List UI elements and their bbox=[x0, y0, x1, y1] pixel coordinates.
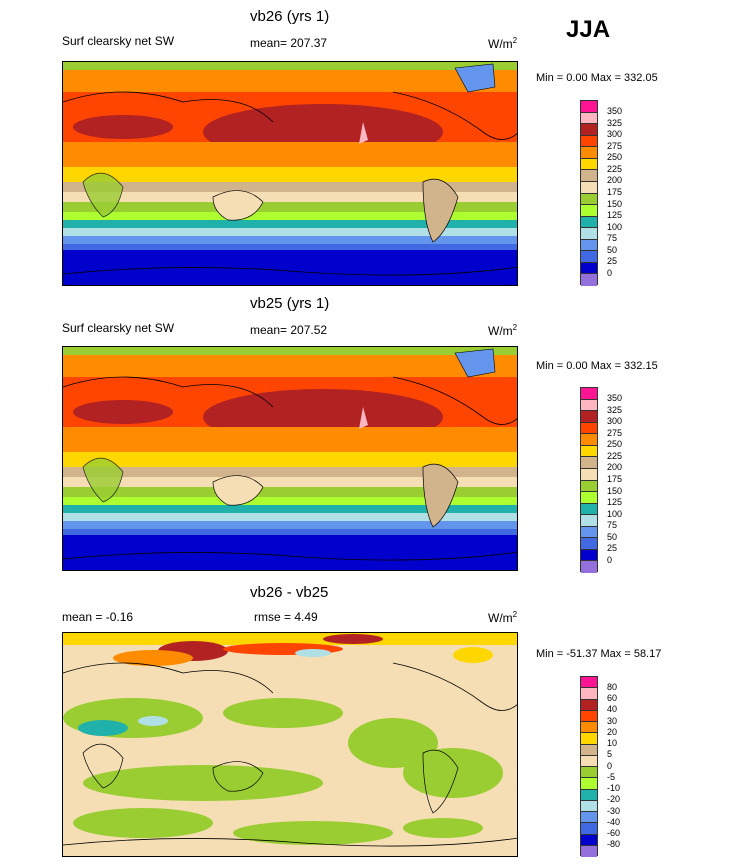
panel1-units: W/m2 bbox=[488, 36, 518, 51]
legend2-label: 175 bbox=[607, 474, 623, 484]
legend2-label: 200 bbox=[607, 462, 623, 473]
legend3-label: 0 bbox=[607, 760, 613, 771]
panel2-mean: mean= 207.52 bbox=[250, 323, 328, 337]
panel1-title: vb26 (yrs 1) bbox=[250, 8, 330, 25]
legend1-label: 75 bbox=[607, 233, 618, 244]
legend1-label: 175 bbox=[607, 187, 623, 197]
legend1-label: 0 bbox=[607, 267, 613, 278]
panel1-field-label: Surf clearsky net SW bbox=[62, 34, 175, 48]
legend3-colorbar bbox=[580, 676, 598, 857]
legend3-label: -30 bbox=[607, 805, 621, 816]
panel3-rmse: rmse = 4.49 bbox=[254, 610, 318, 624]
panel3-units: W/m2 bbox=[488, 610, 518, 625]
legend3-label: -20 bbox=[607, 794, 621, 805]
panel2-minmax: Min = 0.00 Max = 332.15 bbox=[536, 360, 658, 372]
legend1-label: 350 bbox=[607, 106, 623, 117]
panel2-units: W/m2 bbox=[488, 323, 518, 338]
legend1-label: 50 bbox=[607, 244, 618, 255]
legend1-label: 150 bbox=[607, 198, 623, 209]
panel1-map bbox=[62, 61, 518, 286]
panel3-mean: mean = -0.16 bbox=[62, 610, 134, 624]
panel2-field-label: Surf clearsky net SW bbox=[62, 321, 175, 335]
legend1-label: 300 bbox=[607, 129, 623, 140]
legend3-label: 60 bbox=[607, 693, 618, 703]
legend2-label: 325 bbox=[607, 404, 623, 415]
legend3-label: 80 bbox=[607, 681, 618, 692]
panel3-minmax: Min = -51.37 Max = 58.17 bbox=[536, 648, 662, 660]
legend3-label: 30 bbox=[607, 715, 618, 726]
legend1-label: 125 bbox=[607, 210, 623, 221]
panel1-mean: mean= 207.37 bbox=[250, 36, 328, 50]
legend2-label: 350 bbox=[607, 393, 623, 404]
legend2-label: 50 bbox=[607, 531, 618, 542]
legend3-label: -40 bbox=[607, 816, 621, 827]
legend3-label: -10 bbox=[607, 783, 621, 793]
panel1-minmax: Min = 0.00 Max = 332.05 bbox=[536, 72, 658, 84]
legend1-label: 25 bbox=[607, 256, 618, 267]
legend1-label: 325 bbox=[607, 117, 623, 128]
legend3-label: 10 bbox=[607, 738, 618, 748]
legend2-label: 100 bbox=[607, 508, 623, 519]
legend2-label: 75 bbox=[607, 520, 618, 531]
legend2-label: 275 bbox=[607, 427, 623, 438]
legend2-colorbar bbox=[580, 387, 598, 573]
legend2-label: 0 bbox=[607, 554, 613, 565]
legend2-label: 300 bbox=[607, 416, 623, 427]
legend3-label: 5 bbox=[607, 749, 613, 760]
season-label: JJA bbox=[566, 16, 611, 43]
legend1-label: 225 bbox=[607, 163, 623, 174]
legend1-label: 200 bbox=[607, 175, 623, 186]
legend3-label: -60 bbox=[607, 828, 621, 838]
legend3-label: -5 bbox=[607, 771, 616, 782]
panel3-map bbox=[62, 632, 518, 857]
legend3-label: -80 bbox=[607, 839, 621, 850]
panel3-title: vb26 - vb25 bbox=[250, 584, 329, 601]
legend3-label: 40 bbox=[607, 704, 618, 715]
legend1-label: 100 bbox=[607, 221, 623, 232]
legend1-colorbar bbox=[580, 100, 598, 286]
legend1-label: 275 bbox=[607, 140, 623, 151]
legend2-label: 250 bbox=[607, 439, 623, 450]
panel2-title: vb25 (yrs 1) bbox=[250, 295, 330, 312]
legend1-label: 250 bbox=[607, 152, 623, 163]
legend2-label: 225 bbox=[607, 450, 623, 461]
legend3-label: 20 bbox=[607, 726, 618, 737]
legend2-label: 125 bbox=[607, 497, 623, 508]
legend2-label: 25 bbox=[607, 543, 618, 554]
panel2-map bbox=[62, 346, 518, 571]
legend2-label: 150 bbox=[607, 485, 623, 496]
